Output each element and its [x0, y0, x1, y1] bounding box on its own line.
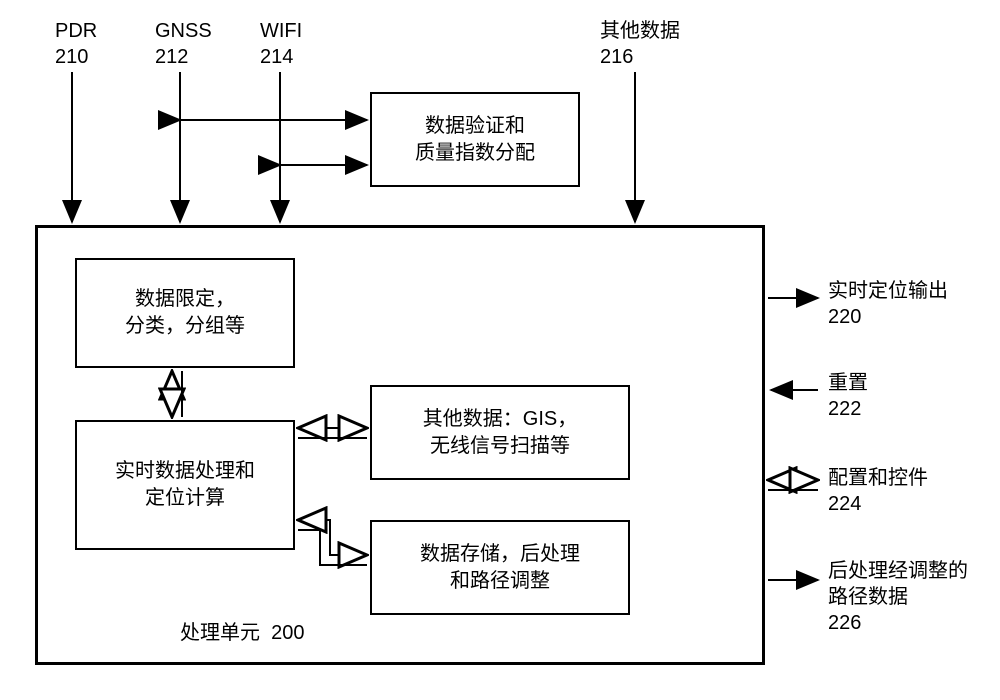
connections-svg: [0, 0, 1000, 700]
